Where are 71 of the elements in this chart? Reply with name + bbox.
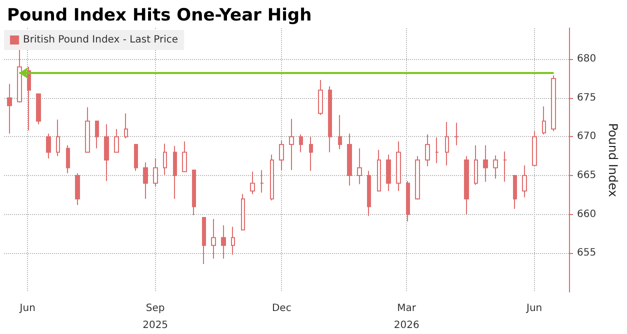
candlestick bbox=[153, 158, 158, 187]
candlestick bbox=[377, 149, 381, 192]
candlestick bbox=[386, 154, 391, 192]
candlestick bbox=[231, 226, 235, 256]
candlestick bbox=[192, 170, 196, 216]
candlestick bbox=[211, 218, 216, 260]
candlestick bbox=[328, 86, 332, 153]
candlestick bbox=[551, 74, 556, 132]
candlestick bbox=[522, 164, 527, 198]
candlestick bbox=[270, 154, 274, 201]
y-tick-label: 680 bbox=[577, 54, 596, 65]
candlestick bbox=[27, 66, 31, 131]
candlestick bbox=[279, 140, 284, 171]
y-tick-label: 655 bbox=[577, 248, 596, 259]
candlestick bbox=[532, 130, 537, 166]
candlestick bbox=[134, 144, 138, 172]
candlestick bbox=[503, 150, 507, 182]
x-tick-label: Mar 2026 bbox=[394, 303, 420, 331]
candlestick bbox=[493, 154, 498, 180]
candlestick bbox=[318, 80, 323, 116]
candlestick bbox=[338, 114, 342, 150]
y-tick-label: 670 bbox=[577, 131, 596, 142]
candlestick bbox=[85, 106, 90, 153]
y-tick-label: 665 bbox=[577, 170, 596, 182]
candlestick bbox=[309, 136, 313, 172]
candlestick bbox=[202, 216, 206, 265]
candlestick bbox=[396, 140, 401, 192]
candlestick bbox=[124, 112, 128, 139]
candlestick bbox=[114, 128, 119, 153]
candlestick bbox=[46, 133, 51, 159]
candlestick bbox=[289, 118, 294, 171]
candlestick bbox=[250, 171, 255, 195]
candlestick bbox=[513, 175, 517, 210]
candlestick bbox=[347, 133, 352, 186]
candlestick bbox=[241, 194, 245, 230]
candlestick bbox=[445, 121, 449, 166]
candlestick bbox=[406, 180, 410, 222]
candlestick bbox=[17, 49, 22, 104]
x-tick-label: Dec bbox=[272, 303, 292, 314]
candlestick bbox=[36, 92, 41, 125]
legend-label: British Pound Index - Last Price bbox=[23, 34, 178, 46]
x-tick-label: Jun bbox=[18, 303, 36, 314]
candlestick bbox=[66, 144, 70, 174]
x-tick-label: Sep 2025 bbox=[142, 303, 168, 331]
candlestick bbox=[357, 148, 362, 185]
candlestick bbox=[415, 156, 420, 200]
candlestick bbox=[464, 156, 469, 215]
candlestick bbox=[474, 144, 478, 186]
y-tick-label: 675 bbox=[577, 92, 596, 104]
candlestick bbox=[454, 122, 459, 146]
candlestick bbox=[221, 224, 226, 260]
candlestick bbox=[367, 170, 371, 216]
y-axis-title: Pound Index bbox=[606, 123, 620, 197]
candlestick bbox=[435, 136, 439, 164]
candlestick bbox=[173, 146, 177, 200]
candlestick bbox=[75, 172, 80, 206]
y-tick-label: 660 bbox=[577, 208, 596, 220]
candlestick bbox=[163, 143, 167, 176]
candlestick bbox=[182, 140, 187, 172]
chart-title: Pound Index Hits One-Year High bbox=[7, 6, 312, 26]
x-tick-label: Jun bbox=[525, 303, 542, 314]
candlestick bbox=[7, 83, 12, 134]
candlestick bbox=[95, 120, 99, 149]
candlestick bbox=[425, 134, 430, 167]
candlestick bbox=[260, 170, 264, 194]
candlestick bbox=[483, 144, 488, 182]
candlestick bbox=[542, 106, 546, 135]
candlestick bbox=[143, 162, 148, 200]
candlestick bbox=[56, 119, 60, 157]
candlestick bbox=[299, 134, 303, 153]
candlestick bbox=[104, 124, 109, 182]
